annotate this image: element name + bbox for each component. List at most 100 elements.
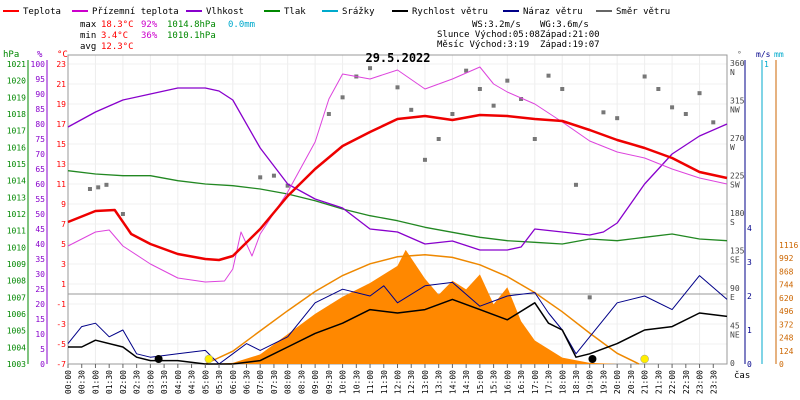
tick-label-dir: 90 — [730, 284, 740, 293]
tick-label-hpa: 1004 — [7, 343, 26, 352]
tick-label-hum: 60 — [35, 180, 45, 189]
tick-label-hpa: 1021 — [7, 60, 26, 69]
solar-theoretical-line — [204, 253, 640, 365]
tick-label-solar: 496 — [779, 307, 794, 316]
legend-label: Vlhkost — [206, 7, 244, 17]
tick-label-temp: 3 — [61, 260, 66, 269]
x-tick-label: 22:30 — [682, 370, 691, 394]
tick-label-dir-compass: NE — [730, 331, 740, 340]
stat-value: min — [80, 31, 96, 41]
series-line-tlak — [67, 170, 728, 245]
wind-direction-point — [546, 73, 551, 78]
tick-label-temp: 11 — [56, 180, 66, 189]
wind-direction-point — [697, 91, 702, 96]
tick-label-dir: 45 — [730, 322, 740, 331]
legend-label: Srážky — [342, 7, 375, 17]
wind-direction-point — [436, 137, 441, 141]
plot-area: 29.5.2022 — [67, 51, 728, 365]
tick-label-temp: 1 — [61, 280, 66, 289]
x-tick-label: 11:00 — [366, 370, 375, 394]
wind-direction-point — [573, 182, 578, 187]
stat-value: 1014.8hPa — [167, 20, 216, 30]
tick-label-hpa: 1013 — [7, 193, 26, 202]
x-tick-label: 09:30 — [325, 370, 334, 394]
x-tick-label: 19:30 — [599, 370, 608, 394]
x-tick-label: 01:30 — [105, 370, 114, 394]
info-ws: WS:3.2m/s — [472, 20, 521, 30]
tick-label-dir: 135 — [730, 247, 745, 256]
stat-value: 36% — [141, 31, 158, 41]
tick-label-hpa: 1005 — [7, 327, 26, 336]
x-tick-label: 17:00 — [531, 370, 540, 394]
x-tick-label: 06:30 — [242, 370, 251, 394]
wind-direction-point — [450, 112, 455, 116]
axis-unit-hpa: hPa — [3, 50, 19, 60]
tick-label-temp: -3 — [56, 320, 66, 329]
x-tick-label: 18:30 — [572, 370, 581, 394]
tick-label-dir-compass: E — [730, 293, 735, 302]
stat-value: max — [80, 20, 97, 30]
wind-direction-point — [285, 183, 290, 188]
x-tick-label: 15:00 — [476, 370, 485, 394]
x-tick-label: 08:30 — [297, 370, 306, 394]
wind-direction-point — [656, 87, 661, 91]
wind-direction-point — [96, 185, 101, 190]
tick-label-hum: 35 — [35, 255, 45, 264]
x-tick-label: 05:30 — [215, 370, 224, 394]
tick-label-hum: 55 — [35, 195, 45, 204]
moon-marker — [588, 355, 597, 363]
wind-direction-point — [670, 105, 675, 110]
tick-label-temp: 15 — [56, 140, 66, 149]
tick-label-hpa: 1016 — [7, 143, 26, 152]
tick-label-wind: 0 — [747, 360, 752, 369]
tick-label-hpa: 1020 — [7, 77, 26, 86]
tick-label-hum: 10 — [35, 330, 45, 339]
tick-label-hpa: 1008 — [7, 277, 26, 286]
axis-unit-temp: °C — [57, 50, 68, 60]
x-tick-label: 08:00 — [284, 370, 293, 394]
tick-label-hum: 45 — [35, 225, 45, 234]
x-tick-label: 00:30 — [78, 370, 87, 394]
tick-label-hpa: 1011 — [7, 227, 26, 236]
axis-unit-hum: % — [37, 50, 43, 60]
tick-label-wind: 2 — [747, 292, 752, 301]
chart-legend: Teplota Přízemní teplota Vlhkost Tlak Srážky… — [3, 7, 670, 17]
tick-label-hpa: 1018 — [7, 110, 26, 119]
tick-label-hum: 30 — [35, 270, 45, 279]
x-tick-label: 20:00 — [613, 370, 622, 394]
x-tick-label: 04:30 — [188, 370, 197, 394]
wind-direction-point — [464, 68, 469, 73]
tick-label-solar: 124 — [779, 347, 794, 356]
chart-title: 29.5.2022 — [365, 51, 430, 65]
stat-value: 92% — [141, 20, 158, 30]
tick-label-solar: 1116 — [779, 241, 798, 250]
x-tick-label: 03:00 — [146, 370, 155, 394]
tick-label-solar: 0 — [779, 360, 784, 369]
tick-label-solar: 992 — [779, 254, 794, 263]
tick-label-wind: 1 — [747, 326, 752, 335]
tick-label-rain: 1 — [764, 60, 769, 69]
tick-label-hpa: 1015 — [7, 160, 26, 169]
tick-label-solar: 620 — [779, 294, 794, 303]
tick-label-temp: 19 — [56, 100, 66, 109]
tick-label-temp: 21 — [56, 80, 66, 89]
tick-label-temp: 5 — [61, 240, 66, 249]
x-tick-label: 10:30 — [352, 370, 361, 394]
tick-label-hum: 75 — [35, 135, 45, 144]
tick-label-hum: 80 — [35, 120, 45, 129]
tick-label-hum: 85 — [35, 105, 45, 114]
info-sun-set: Západ:21:00 — [540, 30, 600, 40]
tick-label-temp: 23 — [56, 60, 66, 69]
series-line-vlhkost — [67, 87, 728, 251]
x-tick-label: 09:00 — [311, 370, 320, 394]
x-tick-label: 19:00 — [586, 370, 595, 394]
x-tick-label: 07:30 — [270, 370, 279, 394]
x-tick-label: 13:30 — [435, 370, 444, 394]
wind-direction-point — [326, 112, 331, 116]
axis-unit-rain: mm — [774, 50, 784, 59]
tick-label-dir-compass: SW — [730, 181, 740, 190]
x-tick-label: 21:30 — [654, 370, 663, 394]
info-wg: WG:3.6m/s — [540, 20, 589, 30]
tick-label-dir-compass: N — [730, 68, 735, 77]
